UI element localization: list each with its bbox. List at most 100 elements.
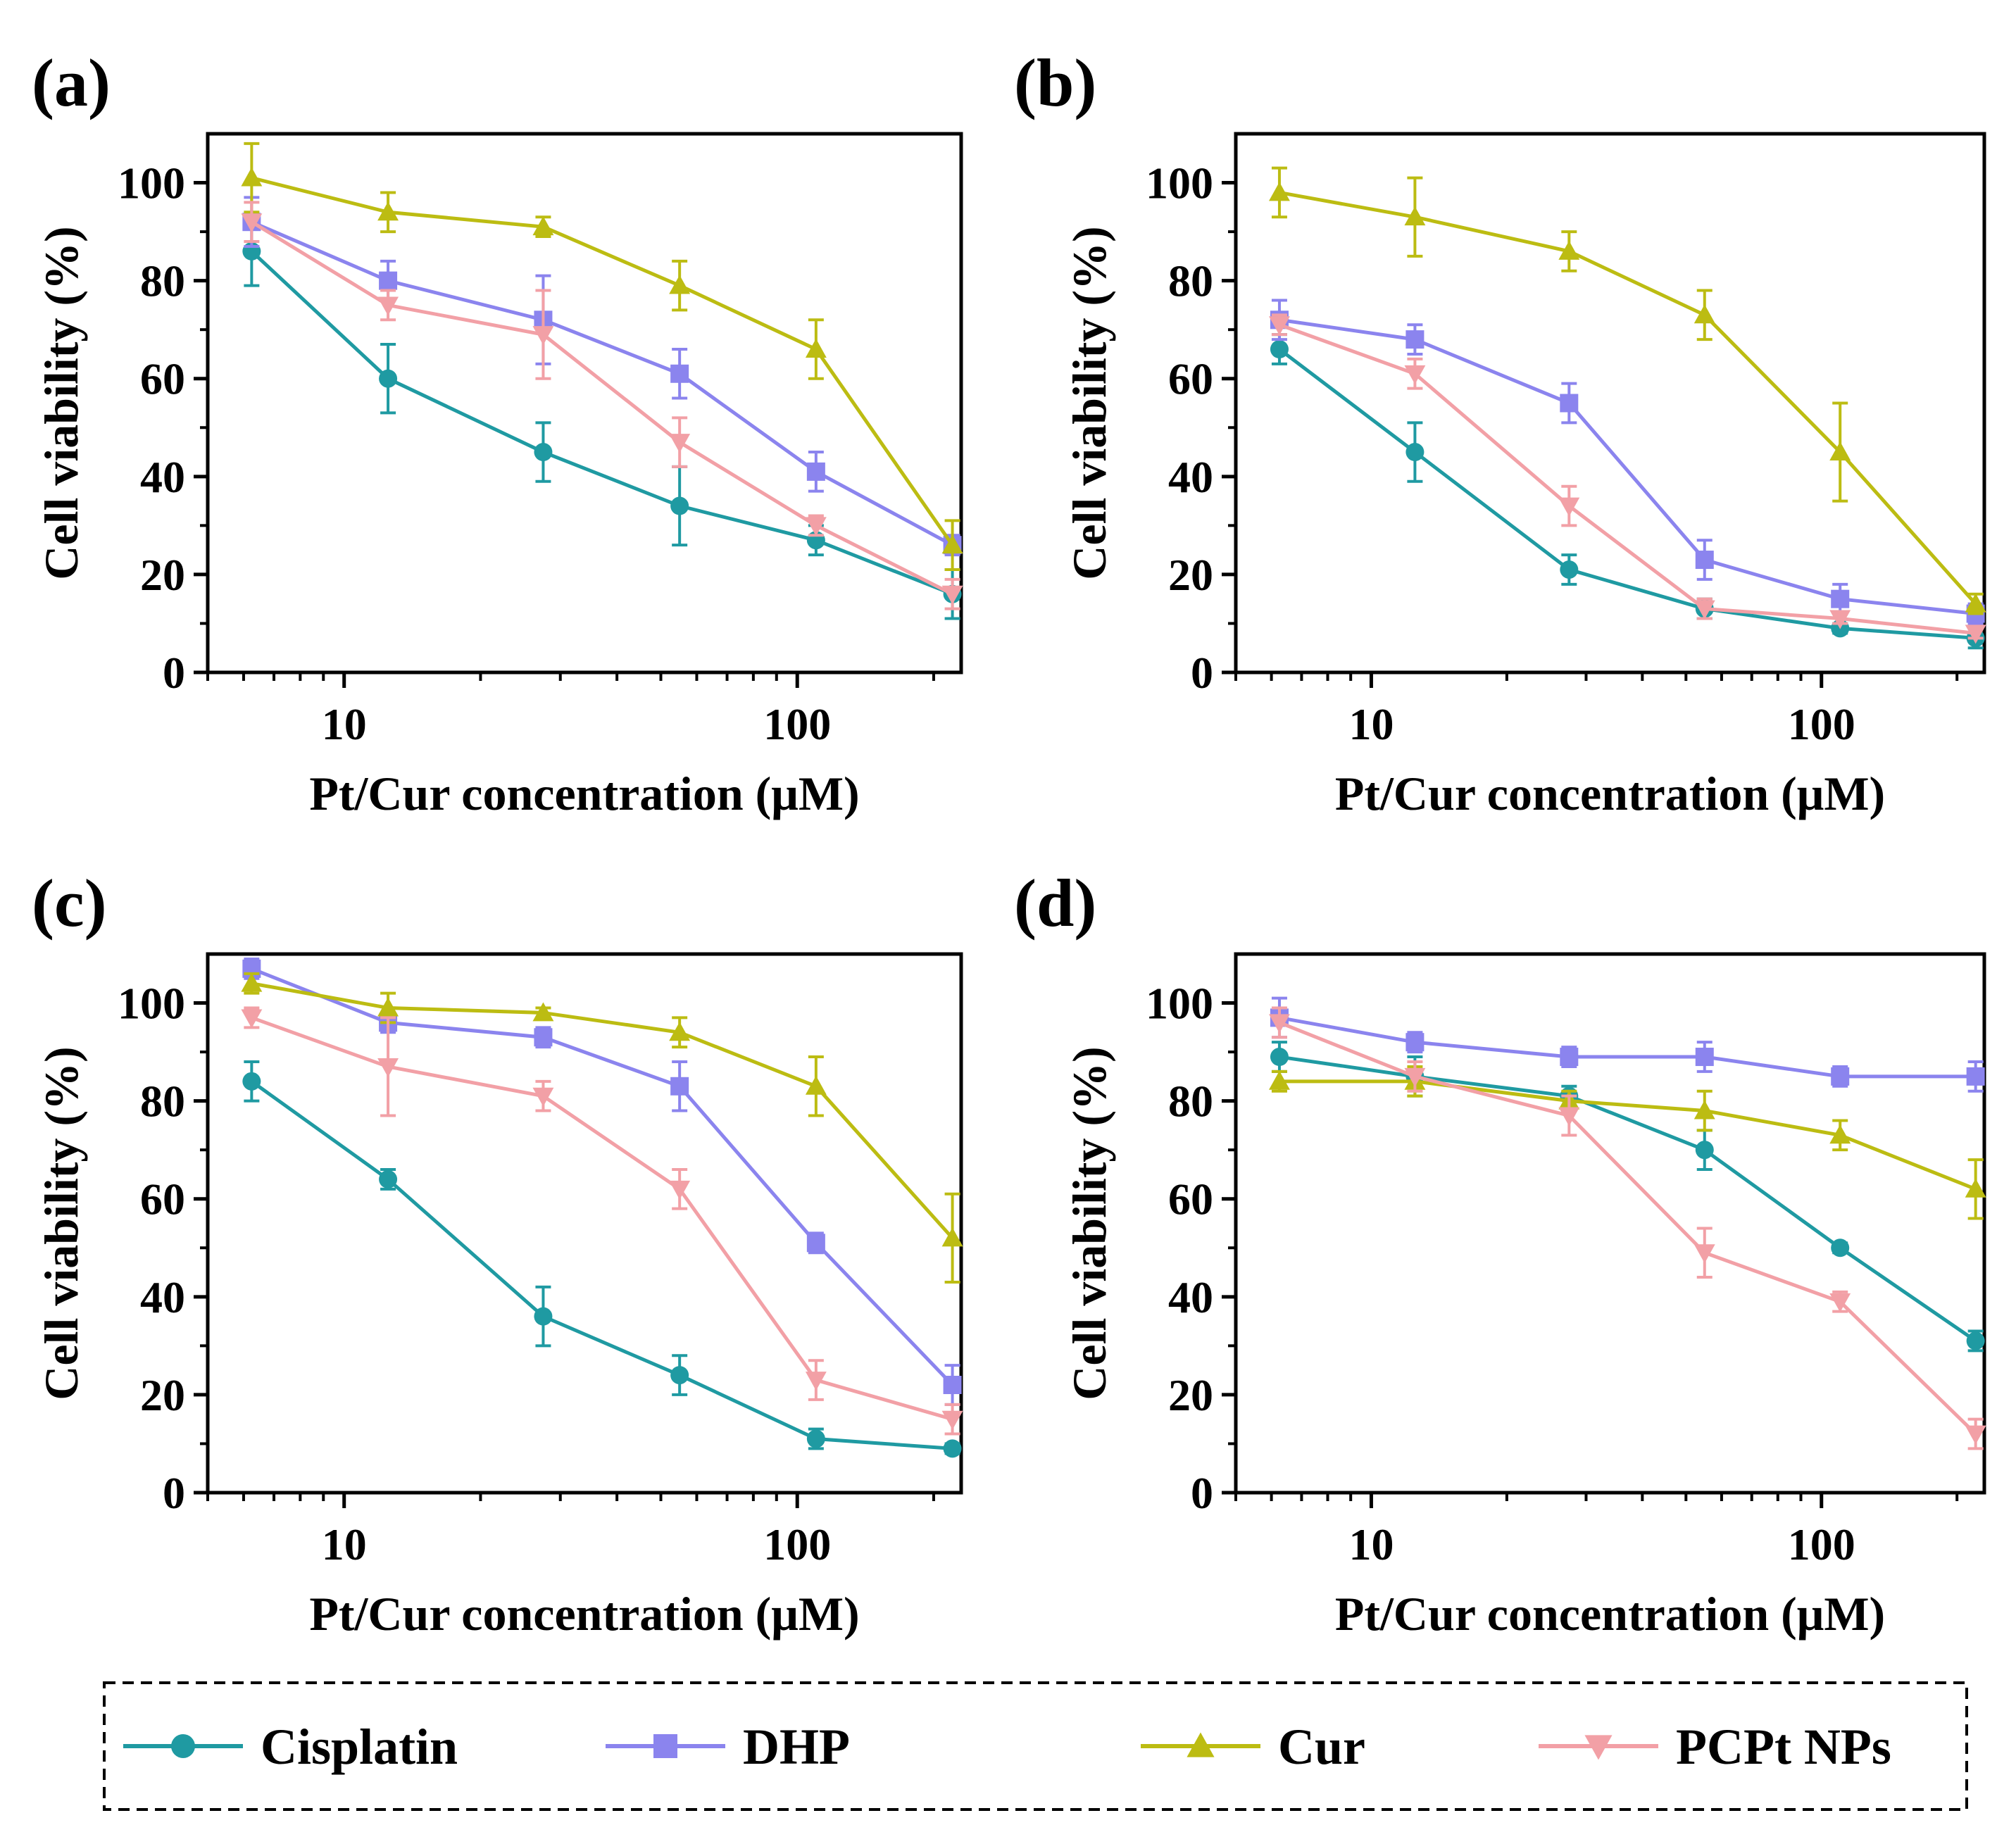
data-point: [1695, 1048, 1714, 1067]
y-tick-label: 100: [118, 979, 185, 1029]
y-tick-label: 80: [140, 256, 185, 306]
series-line: [251, 967, 954, 1386]
data-point: [1829, 1293, 1851, 1312]
x-axis-label: Pt/Cur concentration (μM): [309, 1587, 859, 1641]
y-tick-label: 60: [1168, 354, 1213, 404]
legend-box: [103, 1681, 1968, 1811]
data-point: [670, 1077, 689, 1096]
data-point: [943, 1376, 962, 1394]
data-point: [377, 1058, 399, 1077]
data-point: [941, 585, 963, 605]
series-cisplatin: [1270, 333, 1985, 650]
y-axis-label: Cell viability (%): [35, 1046, 88, 1400]
data-point: [1560, 1048, 1579, 1067]
data-point: [669, 434, 691, 453]
data-point: [1404, 1067, 1426, 1087]
series-cur: [1269, 1065, 1986, 1220]
data-point: [241, 972, 263, 992]
data-point: [1831, 589, 1850, 608]
series-line: [251, 220, 953, 596]
series-cur: [241, 972, 963, 1284]
legend-marker: [653, 1734, 677, 1758]
data-point: [1269, 182, 1290, 201]
data-point: [806, 1234, 825, 1253]
data-point: [1829, 441, 1851, 461]
data-point: [1558, 240, 1580, 260]
x-axis-label: Pt/Cur concentration (μM): [1335, 767, 1885, 820]
y-tick-label: 0: [1191, 1468, 1213, 1518]
series-pcpt-nps: [1269, 313, 1986, 644]
data-point: [1831, 1238, 1850, 1257]
data-point: [1558, 1107, 1580, 1127]
data-point: [379, 1169, 398, 1188]
panel-label: (d): [1014, 865, 1096, 941]
series-line: [251, 176, 954, 546]
data-point: [1695, 551, 1714, 570]
data-point: [805, 1075, 827, 1095]
data-point: [805, 1372, 827, 1391]
series-dhp: [1270, 299, 1985, 625]
data-point: [806, 462, 825, 481]
series-line: [250, 250, 953, 596]
y-tick-label: 100: [118, 158, 185, 208]
y-tick-label: 40: [1168, 1272, 1213, 1322]
series-line: [251, 981, 954, 1240]
series-dhp: [1270, 996, 1985, 1093]
x-tick-label: 100: [763, 699, 831, 749]
data-point: [1693, 304, 1715, 324]
data-point: [1558, 497, 1580, 517]
y-tick-label: 80: [1168, 1077, 1213, 1127]
data-point: [532, 1002, 554, 1022]
data-point: [1965, 1178, 1986, 1198]
legend-item-pcpt-nps: PCPt NPs: [1539, 1719, 1891, 1775]
data-point: [241, 167, 263, 187]
y-tick-label: 40: [140, 1272, 185, 1322]
y-tick-label: 40: [1168, 452, 1213, 502]
data-point: [534, 1307, 553, 1326]
y-axis-label: Cell viability (%): [1063, 226, 1116, 579]
data-point: [1966, 1331, 1985, 1350]
data-point: [379, 271, 398, 290]
legend-label: Cisplatin: [261, 1719, 458, 1775]
data-point: [1560, 560, 1579, 579]
series-line: [251, 1016, 953, 1422]
data-point: [670, 496, 689, 515]
data-point: [941, 1227, 963, 1247]
x-axis-label: Pt/Cur concentration (μM): [309, 767, 859, 820]
panel-label: (b): [1014, 45, 1096, 120]
data-point: [534, 443, 553, 462]
data-point: [805, 339, 827, 358]
series-cur: [1269, 166, 1986, 615]
series-line: [1279, 1021, 1977, 1436]
legend-label: DHP: [743, 1719, 850, 1775]
data-point: [669, 1022, 691, 1041]
data-point: [1829, 1124, 1851, 1144]
y-tick-label: 60: [1168, 1174, 1213, 1224]
x-tick-label: 100: [763, 1519, 831, 1569]
data-point: [1404, 365, 1426, 384]
data-point: [1404, 206, 1426, 226]
data-point: [1405, 330, 1425, 349]
data-point: [1831, 1067, 1850, 1086]
data-point: [1270, 1048, 1289, 1067]
y-tick-label: 40: [140, 452, 185, 502]
data-point: [1965, 625, 1986, 644]
data-point: [670, 364, 689, 383]
legend-marker: [1187, 1732, 1215, 1757]
series-line: [1279, 322, 1976, 635]
x-tick-label: 100: [1788, 1519, 1855, 1569]
legend-item-cur: Cur: [1141, 1719, 1365, 1775]
data-point: [669, 1180, 691, 1200]
series-pcpt-nps: [1269, 1006, 1986, 1450]
x-axis-label: Pt/Cur concentration (μM): [1335, 1587, 1885, 1641]
legend-label: PCPt NPs: [1676, 1719, 1891, 1775]
data-point: [1269, 316, 1290, 336]
data-point: [669, 275, 691, 294]
data-point: [377, 296, 399, 316]
data-point: [1966, 1067, 1985, 1086]
data-point: [1829, 610, 1851, 629]
y-tick-label: 0: [163, 648, 185, 698]
legend: Cisplatin DHP Cur PCPt NPs: [103, 1681, 1968, 1811]
data-point: [806, 1429, 825, 1448]
